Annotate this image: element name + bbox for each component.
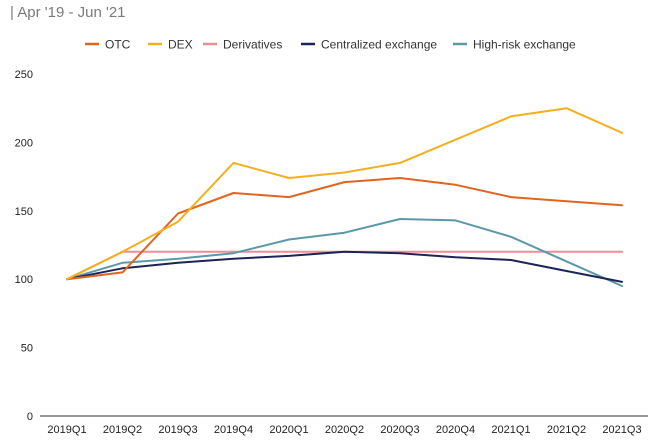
- x-tick-label: 2020Q4: [436, 424, 475, 436]
- x-tick-label: 2020Q1: [269, 424, 308, 436]
- legend-label: Derivatives: [223, 38, 282, 52]
- legend-label: DEX: [168, 38, 193, 52]
- y-axis: 0 50 100 150 200 250: [15, 69, 33, 423]
- legend-label: OTC: [105, 38, 131, 52]
- x-tick-label: 2019Q4: [214, 424, 253, 436]
- x-tick-label: 2020Q3: [380, 424, 419, 436]
- series-line-centralized-exchange: [66, 250, 623, 283]
- x-axis: 2019Q1 2019Q2 2019Q3 2019Q4 2020Q1 2020Q2 2020…: [40, 415, 648, 436]
- x-tick-label: 2021Q1: [491, 424, 530, 436]
- y-tick-label: 200: [15, 137, 33, 149]
- x-tick-label: 2019Q3: [158, 424, 197, 436]
- x-tick-label: 2019Q1: [47, 424, 86, 436]
- legend-label: High-risk exchange: [473, 38, 576, 52]
- plot-area: [66, 107, 623, 287]
- y-tick-label: 150: [15, 206, 33, 218]
- series-line-high-risk-exchange: [66, 218, 623, 287]
- y-tick-label: 50: [21, 343, 33, 355]
- x-tick-label: 2021Q3: [602, 424, 641, 436]
- chart-subtitle: | Apr '19 - Jun '21: [10, 4, 126, 21]
- series-line-dex: [66, 107, 623, 281]
- y-tick-label: 250: [15, 69, 33, 81]
- y-tick-label: 100: [15, 274, 33, 286]
- series-line-otc: [66, 177, 623, 281]
- y-tick-label: 0: [27, 411, 33, 423]
- x-tick-label: 2020Q2: [325, 424, 364, 436]
- x-tick-label: 2019Q2: [103, 424, 142, 436]
- legend-label: Centralized exchange: [321, 38, 437, 52]
- x-tick-label: 2021Q2: [547, 424, 586, 436]
- legend: OTC DEX Derivatives Centralized exchange Hig…: [85, 38, 576, 52]
